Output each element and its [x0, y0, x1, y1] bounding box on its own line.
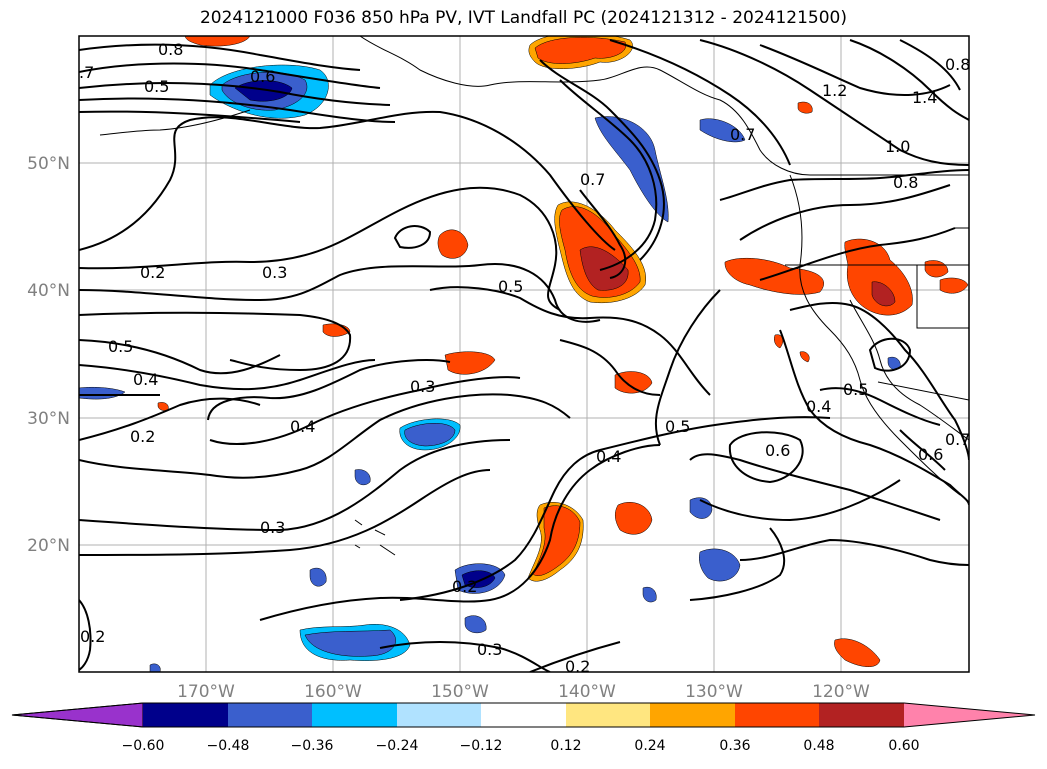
contour-label: 0.6: [765, 441, 790, 460]
contour-label: 0.3: [410, 377, 435, 396]
contour-label: 0.5: [144, 77, 169, 96]
contour-label: 0.5: [498, 277, 523, 296]
colorbar-tick: 0.60: [888, 738, 919, 754]
colorbar-segment: [566, 703, 650, 727]
contour-label: 1.0: [885, 137, 910, 156]
contour-label: 0.7: [730, 125, 755, 144]
colorbar-tick: −0.36: [291, 738, 334, 754]
colorbar-tick: −0.24: [376, 738, 419, 754]
contour-label: 0.3: [260, 518, 285, 537]
lon-label: 120°W: [812, 682, 870, 702]
lat-label: 30°N: [27, 409, 70, 429]
colorbar-segment: [143, 703, 228, 727]
colorbar-segment: [397, 703, 481, 727]
contour-label: 0.4: [596, 447, 621, 466]
contour-label: 0.3: [477, 640, 502, 659]
colorbar-tick: −0.48: [207, 738, 250, 754]
contour-label: 0.8: [945, 55, 970, 74]
colorbar-tick: 0.36: [719, 738, 750, 754]
latitude-labels: 50°N 40°N 30°N 20°N: [27, 154, 70, 556]
contour-label: 0.4: [133, 370, 158, 389]
lon-label: 160°W: [304, 682, 362, 702]
lon-label: 130°W: [685, 682, 743, 702]
pv-contours: [79, 39, 969, 672]
colorbar-segment: [735, 703, 819, 727]
colorbar-min-arrow: [11, 702, 144, 728]
contour-label: 0.5: [108, 337, 133, 356]
lat-label: 20°N: [27, 536, 70, 556]
colorbar-tick: 0.24: [634, 738, 665, 754]
contour-label: 0.2: [565, 657, 590, 676]
colorbar-segment: [819, 703, 904, 727]
contour-label: 0.3: [262, 263, 287, 282]
colorbar-segment: [650, 703, 735, 727]
contour-label: 0.6: [918, 445, 943, 464]
colorbar-segment: [481, 703, 566, 727]
contour-label: 0.8: [893, 173, 918, 192]
lat-label: 40°N: [27, 281, 70, 301]
contour-label: 0.6: [250, 67, 275, 86]
contour-label: 0.5: [843, 380, 868, 399]
contour-label: 0.5: [665, 417, 690, 436]
contour-label: 0.2: [130, 427, 155, 446]
coastlines: [99, 36, 969, 556]
colorbar-tick: −0.60: [122, 738, 165, 754]
colorbar-segment: [312, 703, 397, 727]
contour-labels: 0.8 .7 0.5 0.6 0.2 0.3 0.5 0.4 0.2 0.7 0…: [79, 40, 970, 676]
colorbar-segment: [228, 703, 312, 727]
colorbar-tick: 0.12: [550, 738, 581, 754]
colorbar-ticks: −0.60 −0.48 −0.36 −0.24 −0.12 0.12 0.24 …: [122, 738, 920, 754]
contour-label: 1.2: [822, 81, 847, 100]
map-title: 2024121000 F036 850 hPa PV, IVT Landfall…: [199, 8, 847, 28]
contour-label: 0.2: [140, 263, 165, 282]
pv-positive-shading: [157, 36, 969, 667]
contour-label: 0.4: [806, 397, 831, 416]
contour-label: 1.4: [912, 88, 937, 107]
contour-label: 0.4: [290, 417, 315, 436]
colorbar-tick: −0.12: [460, 738, 503, 754]
lat-label: 50°N: [27, 154, 70, 174]
contour-label: 0.2: [80, 627, 105, 646]
map-frame: [78, 35, 970, 673]
colorbar-tick: 0.48: [803, 738, 834, 754]
contour-label: .7: [79, 63, 94, 82]
colorbar-max-arrow: [904, 703, 1035, 727]
contour-label: 0.8: [158, 40, 183, 59]
lon-label: 150°W: [431, 682, 489, 702]
longitude-labels: 170°W 160°W 150°W 140°W 130°W 120°W: [177, 682, 870, 702]
contour-label: 0.7: [580, 170, 605, 189]
map-area: [79, 36, 969, 672]
colorbar: −0.60 −0.48 −0.36 −0.24 −0.12 0.12 0.24 …: [11, 702, 1036, 754]
lon-label: 140°W: [558, 682, 616, 702]
lon-label: 170°W: [177, 682, 235, 702]
contour-label: 0.2: [452, 577, 477, 596]
contour-label: 0.7: [945, 430, 970, 449]
